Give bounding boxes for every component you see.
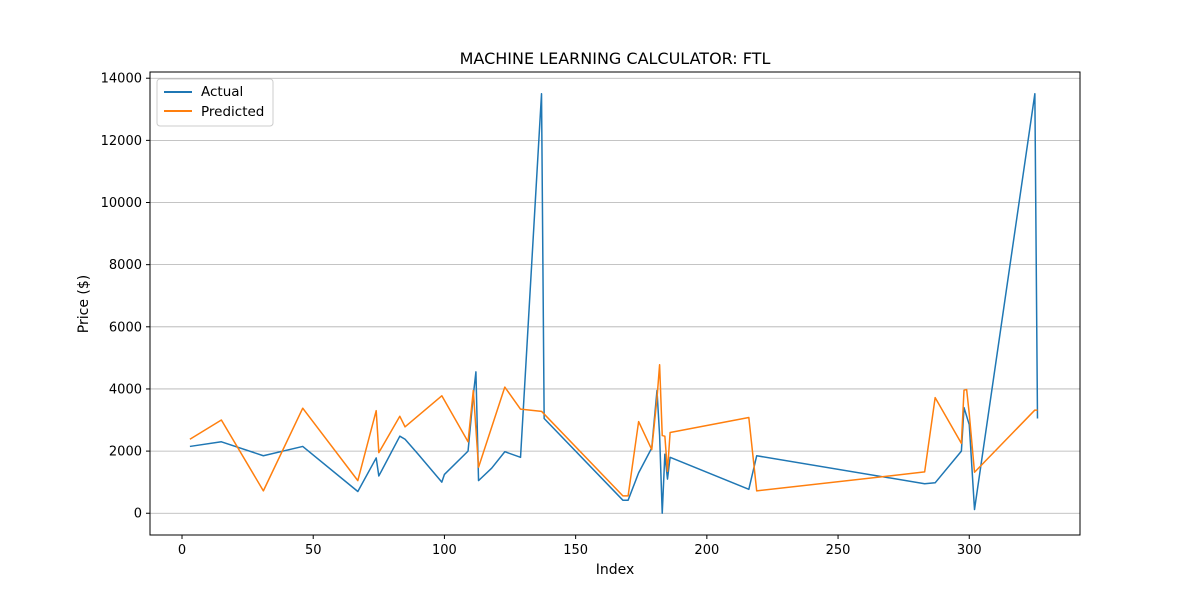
x-tick-label: 250 [826,543,851,558]
legend-predicted-label: Predicted [201,104,264,120]
plot-area-frame [149,71,1081,536]
y-tick-label: 14000 [101,72,142,87]
y-axis: 0 2000 4000 6000 8000 10000 12000 14000 [101,72,150,522]
x-axis-label: Index [596,562,635,578]
y-tick-label: 8000 [109,258,142,273]
x-tick-label: 100 [432,543,457,558]
legend-box [156,78,274,127]
x-tick-label: 0 [178,543,186,558]
x-tick-label: 150 [563,543,588,558]
x-tick-label: 50 [305,543,322,558]
series-line-predicted [189,363,1038,497]
y-tick-label: 2000 [109,445,142,460]
y-tick-label: 0 [134,507,142,522]
chart-title: MACHINE LEARNING CALCULATOR: FTL [460,49,771,68]
x-tick-label: 200 [694,543,719,558]
x-axis: 0 50 100 150 200 250 300 [178,535,982,558]
y-axis-label: Price ($) [76,275,92,333]
y-tick-label: 10000 [101,196,142,211]
x-tick-label: 300 [957,543,982,558]
y-tick-label: 6000 [109,320,142,335]
series-layer [189,93,1039,514]
legend: Actual Predicted [156,78,274,127]
series-line-actual [189,93,1039,514]
y-tick-label: 4000 [109,382,142,397]
y-tick-label: 12000 [101,134,142,149]
legend-actual-label: Actual [201,84,243,100]
y-gridlines [150,77,1080,514]
